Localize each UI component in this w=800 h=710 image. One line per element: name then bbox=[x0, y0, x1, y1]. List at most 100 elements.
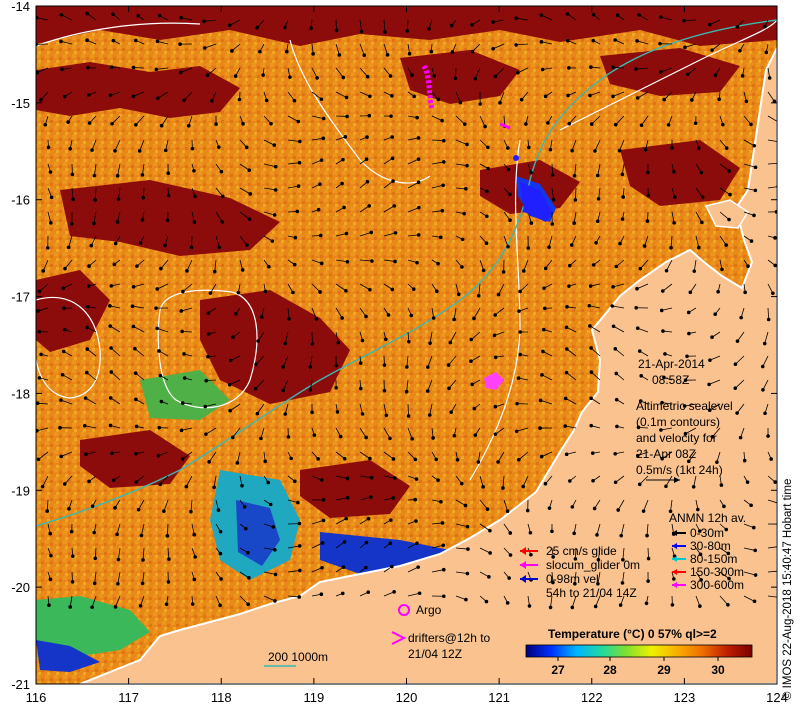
current-arrow-head bbox=[483, 124, 487, 129]
current-arrow bbox=[383, 43, 388, 55]
current-arrow-head bbox=[634, 67, 638, 71]
current-arrow-head bbox=[334, 28, 339, 33]
current-arrow-head bbox=[508, 531, 513, 535]
current-arrow bbox=[37, 67, 49, 73]
current-arrow-head bbox=[344, 231, 349, 236]
current-arrow-head bbox=[460, 265, 464, 269]
current-arrow-head bbox=[84, 370, 89, 375]
current-arrow-head bbox=[493, 313, 498, 317]
current-arrow-head bbox=[491, 20, 495, 24]
current-arrow-head bbox=[441, 183, 445, 188]
current-arrow bbox=[737, 331, 745, 342]
current-arrow-head bbox=[465, 524, 470, 529]
current-arrow bbox=[335, 497, 348, 501]
current-arrow bbox=[160, 259, 169, 269]
isobath-legend: 200 1000m bbox=[264, 650, 328, 667]
current-arrow bbox=[190, 499, 193, 512]
current-arrow-head bbox=[59, 39, 63, 44]
anmn-legend: ANMN 12h av. 0-30m30-80m80-150m150-300m3… bbox=[669, 511, 746, 592]
current-arrow bbox=[474, 67, 481, 79]
current-arrow bbox=[309, 355, 313, 368]
current-arrow bbox=[612, 66, 625, 69]
current-arrow bbox=[612, 305, 625, 309]
current-arrow-head bbox=[589, 65, 593, 69]
current-arrow-head bbox=[719, 483, 724, 487]
current-arrow bbox=[180, 67, 193, 73]
current-arrow-head bbox=[493, 355, 498, 360]
current-arrow-head bbox=[409, 313, 414, 318]
current-arrow-head bbox=[36, 428, 39, 433]
current-arrow-head bbox=[206, 332, 211, 336]
current-arrow-head bbox=[476, 460, 481, 464]
current-arrow-head bbox=[506, 167, 511, 172]
current-arrow bbox=[213, 475, 217, 488]
anmn-label: 80-150m bbox=[690, 552, 737, 566]
current-arrow-head bbox=[641, 509, 646, 513]
current-arrow bbox=[637, 327, 649, 333]
current-arrow-head bbox=[540, 67, 545, 72]
current-arrow-head bbox=[228, 358, 233, 363]
current-arrow bbox=[84, 425, 97, 429]
current-arrow-head bbox=[297, 521, 302, 526]
current-arrow-head bbox=[220, 220, 225, 224]
current-arrow-head bbox=[203, 404, 208, 409]
current-arrow-head bbox=[476, 293, 481, 298]
current-arrow-head bbox=[728, 192, 732, 197]
current-arrow-head bbox=[220, 194, 225, 199]
current-arrow-head bbox=[707, 382, 711, 387]
current-arrow-head bbox=[733, 362, 738, 367]
current-arrow-head bbox=[296, 119, 301, 124]
current-arrow-head bbox=[384, 413, 389, 418]
current-arrow bbox=[619, 139, 625, 151]
x-tick-label: 121 bbox=[488, 690, 510, 705]
current-arrow-head bbox=[109, 370, 114, 374]
current-arrow-head bbox=[263, 289, 268, 294]
current-arrow-head bbox=[246, 550, 250, 555]
current-arrow-head bbox=[778, 523, 781, 526]
argo-legend: Argo bbox=[398, 603, 442, 617]
current-arrow-head bbox=[134, 451, 138, 456]
current-arrow bbox=[670, 499, 673, 512]
current-arrow bbox=[573, 211, 577, 224]
current-arrow-head bbox=[319, 261, 324, 266]
current-arrow-head bbox=[485, 214, 489, 219]
current-arrow-head bbox=[539, 40, 544, 44]
current-arrow bbox=[684, 19, 697, 22]
current-arrow-head bbox=[710, 48, 714, 52]
current-arrow-head bbox=[178, 42, 182, 46]
sealevel-line-2: (0.1m contours) bbox=[636, 415, 720, 429]
anmn-swatch-head bbox=[672, 582, 677, 588]
current-arrow bbox=[182, 283, 193, 292]
current-arrow bbox=[455, 523, 468, 528]
current-arrow bbox=[110, 371, 121, 381]
current-arrow-head bbox=[182, 376, 187, 380]
current-arrow-head bbox=[594, 241, 598, 245]
current-arrow-head bbox=[614, 264, 619, 269]
current-arrow-head bbox=[733, 386, 738, 390]
current-arrow-head bbox=[85, 38, 89, 43]
current-arrow-head bbox=[441, 567, 446, 572]
current-arrow-head bbox=[192, 532, 197, 537]
x-axis: 116 117 118 119 120 121 122 123 124 bbox=[26, 6, 788, 705]
current-arrow-head bbox=[614, 397, 619, 402]
current-arrow-head bbox=[111, 38, 116, 43]
current-arrow bbox=[94, 163, 97, 176]
current-arrow bbox=[693, 259, 697, 272]
current-arrow-head bbox=[273, 188, 278, 192]
current-arrow bbox=[287, 162, 300, 165]
current-arrow-head bbox=[345, 476, 350, 481]
current-arrow-head bbox=[315, 76, 319, 80]
current-arrow-head bbox=[572, 531, 576, 536]
current-arrow-head bbox=[760, 364, 765, 369]
current-arrow-head bbox=[538, 426, 542, 430]
current-arrow bbox=[117, 571, 121, 584]
current-arrow bbox=[767, 162, 777, 165]
current-arrow-head bbox=[441, 594, 446, 599]
current-arrow-head bbox=[217, 245, 222, 250]
sealevel-line-1: Altimetric sealevel bbox=[636, 399, 733, 413]
y-tick-label: -21 bbox=[11, 677, 30, 692]
current-arrow-head bbox=[49, 221, 53, 225]
x-tick-label: 117 bbox=[118, 690, 139, 705]
current-arrow bbox=[229, 379, 241, 386]
current-arrow bbox=[596, 523, 601, 535]
